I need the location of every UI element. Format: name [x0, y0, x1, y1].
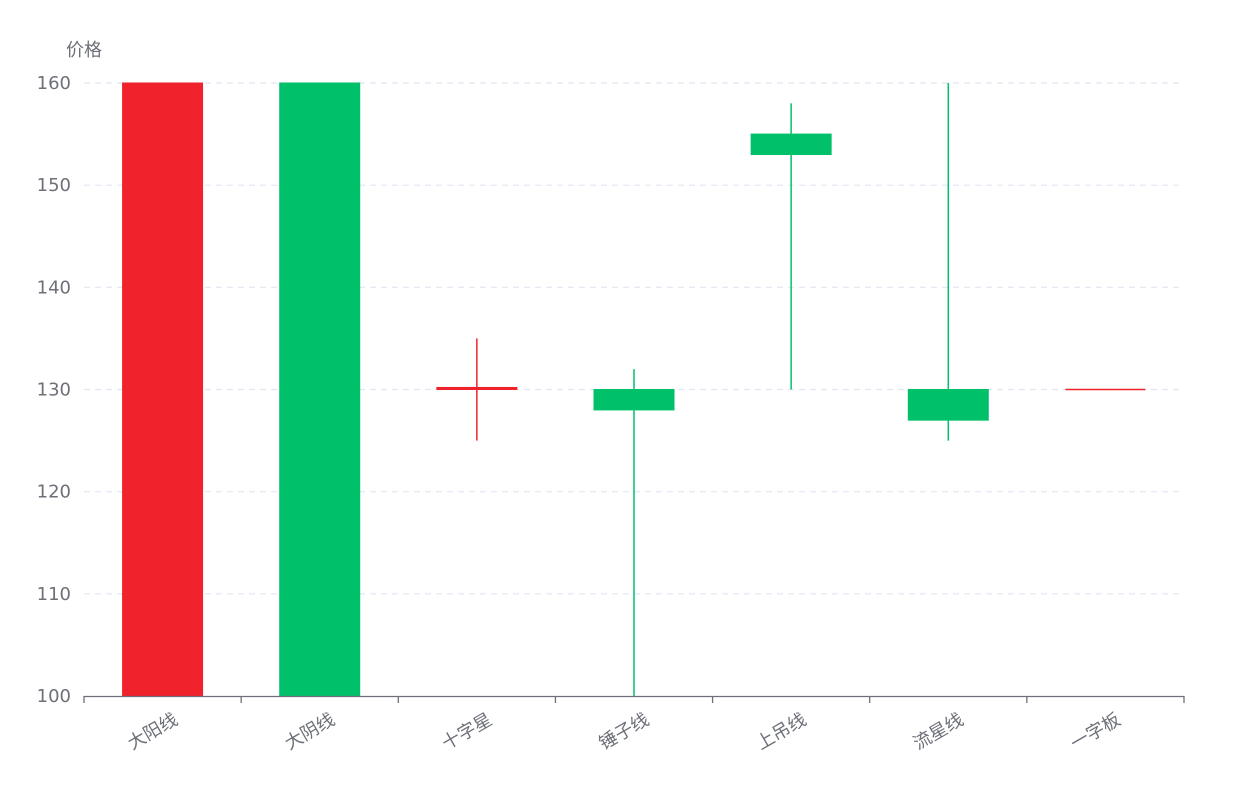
x-tick-label: 锤子线 — [596, 709, 653, 754]
x-tick-label: 一字板 — [1067, 709, 1124, 754]
axes: 100 110 120 130 140 150 160 大阳线 大阴线 十字星 锤子线 上吊线 流星线 一… — [37, 73, 1185, 754]
candle-body — [436, 386, 518, 390]
y-tick-label: 120 — [37, 482, 71, 503]
y-tick-label: 110 — [37, 584, 71, 605]
y-tick-label: 160 — [37, 73, 71, 94]
candle-4 — [593, 369, 675, 696]
x-tick-label: 上吊线 — [753, 709, 810, 754]
candle-body — [279, 82, 361, 697]
candle-3 — [436, 338, 518, 441]
y-tick-label: 130 — [37, 380, 71, 401]
x-tick-label: 十字星 — [438, 709, 495, 754]
candle-5 — [750, 103, 832, 390]
candles — [122, 82, 1146, 697]
x-tick-label: 大阳线 — [124, 709, 181, 754]
y-tick-label: 100 — [37, 686, 71, 707]
candle-body — [750, 133, 832, 156]
x-tick-label: 流星线 — [910, 709, 967, 754]
x-tick-label: 大阴线 — [281, 709, 338, 754]
y-tick-label: 150 — [37, 175, 71, 196]
candle-body — [593, 389, 675, 411]
candle-1 — [122, 82, 204, 697]
candle-body — [907, 389, 989, 421]
y-tick-label: 140 — [37, 277, 71, 298]
candle-body — [122, 82, 204, 697]
candle-6 — [907, 83, 989, 441]
y-axis-title: 价格 — [66, 40, 102, 61]
candle-2 — [279, 82, 361, 697]
